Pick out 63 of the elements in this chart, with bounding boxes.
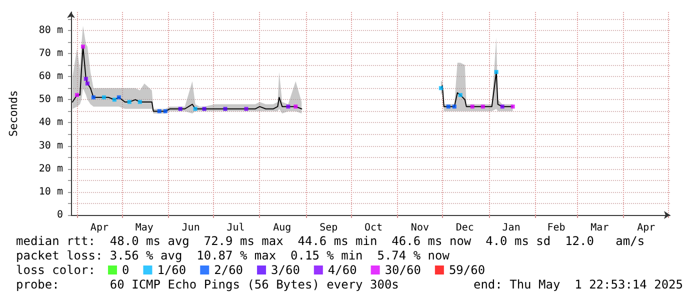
point bbox=[84, 76, 88, 81]
point bbox=[286, 104, 290, 109]
legend-label: 3/60 bbox=[271, 263, 300, 277]
y-tick-label: 20 m bbox=[38, 163, 63, 174]
point bbox=[91, 95, 96, 100]
point bbox=[74, 93, 79, 98]
point bbox=[480, 104, 485, 109]
text: end: Thu May 1 22:53:14 2025 bbox=[473, 278, 683, 292]
y-tick-label: 60 m bbox=[38, 71, 63, 82]
x-tick-label: Nov bbox=[410, 222, 429, 234]
point bbox=[223, 106, 228, 111]
legend-label: 0 bbox=[122, 263, 130, 277]
x-tick-label: Apr bbox=[90, 222, 108, 234]
x-tick-label: Aug bbox=[273, 222, 292, 234]
text: median rtt: 48.0 ms avg 72.9 ms max 44.6 ms min 46.6 ms now 4.0 ms sd 12.0 am/s bbox=[16, 234, 645, 248]
point bbox=[112, 98, 116, 102]
y-tick-label: 30 m bbox=[38, 140, 63, 152]
y-tick-label: 80 m bbox=[38, 24, 63, 36]
point bbox=[178, 106, 182, 111]
x-tick-label: Jan bbox=[502, 222, 520, 234]
x-tick-label: Mar bbox=[590, 222, 609, 234]
x-tick-label: Sep bbox=[320, 222, 338, 234]
text: packet loss: 3.56 % avg 10.87 % max 0.15 % min 5.74 % now bbox=[16, 248, 450, 262]
point bbox=[470, 104, 474, 109]
point bbox=[452, 104, 456, 109]
point bbox=[193, 106, 198, 111]
x-tick-label: Oct bbox=[364, 222, 383, 234]
point bbox=[500, 104, 504, 109]
point bbox=[116, 95, 121, 100]
legend-label: 59/60 bbox=[448, 263, 486, 277]
point bbox=[494, 70, 498, 74]
point bbox=[80, 44, 85, 49]
x-tick-label: Jul bbox=[226, 222, 245, 234]
point bbox=[244, 106, 248, 111]
x-tick-label: Jun bbox=[182, 222, 200, 234]
legend-label: 2/60 bbox=[214, 263, 244, 277]
y-tick-label: 40 m bbox=[38, 117, 63, 128]
point bbox=[438, 86, 443, 90]
legend-title: loss color: bbox=[16, 263, 96, 277]
y-axis-title: Seconds bbox=[7, 90, 20, 137]
x-tick-label: May bbox=[135, 222, 154, 234]
y-tick-label: 50 m bbox=[38, 94, 63, 106]
point bbox=[446, 104, 450, 109]
x-tick-label: Feb bbox=[547, 222, 566, 234]
point bbox=[127, 100, 132, 104]
point bbox=[138, 100, 142, 104]
point bbox=[458, 93, 462, 98]
x-tick-label: Dec bbox=[456, 222, 474, 234]
y-tick-label: 10 m bbox=[38, 186, 63, 198]
point bbox=[163, 109, 168, 114]
y-tick-label: 0 bbox=[56, 210, 63, 220]
point bbox=[102, 95, 106, 100]
point bbox=[202, 106, 206, 111]
legend-label: 1/60 bbox=[157, 263, 186, 277]
text: probe: 60 ICMP Echo Pings (56 Bytes) every 300s bbox=[16, 278, 399, 292]
point bbox=[510, 104, 515, 109]
point bbox=[85, 82, 90, 86]
y-tick-label: 70 m bbox=[38, 48, 63, 60]
point bbox=[294, 104, 298, 109]
legend-label: 4/60 bbox=[328, 263, 357, 277]
point bbox=[157, 109, 162, 114]
x-tick-label: Apr bbox=[637, 222, 656, 234]
legend-label: 30/60 bbox=[384, 263, 421, 277]
